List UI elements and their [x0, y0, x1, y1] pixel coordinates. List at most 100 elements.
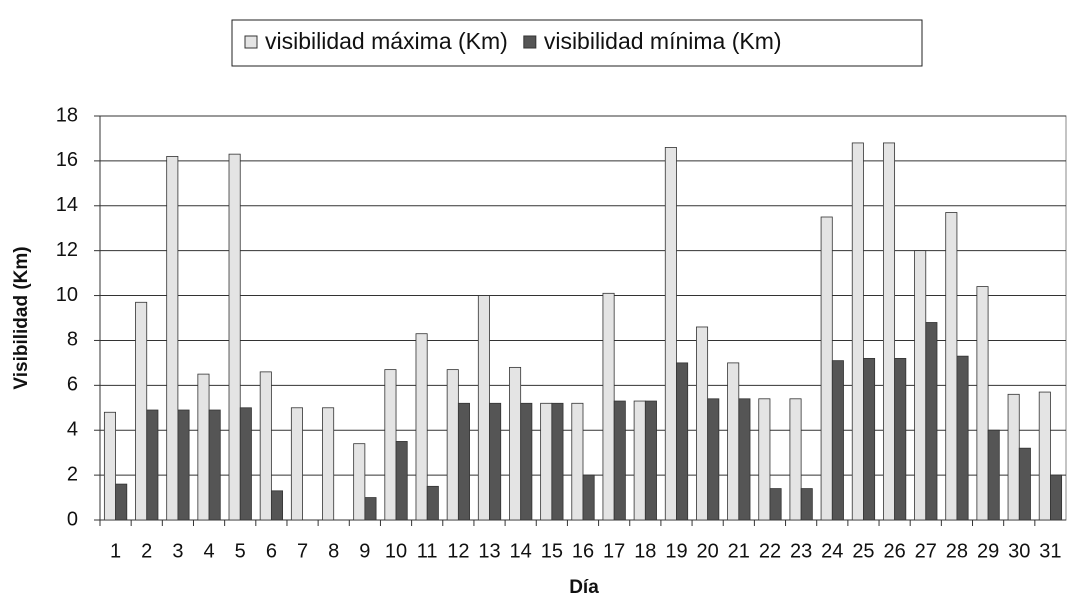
bar [1050, 474, 1063, 521]
y-tick-label: 14 [56, 194, 78, 216]
x-tick-label: 23 [790, 540, 812, 562]
bar [851, 142, 864, 521]
bar [987, 429, 1000, 521]
bar [664, 147, 677, 521]
bar [364, 497, 377, 521]
bar [239, 407, 252, 521]
bar [738, 398, 751, 521]
bar [446, 369, 459, 521]
x-tick-label: 27 [915, 540, 937, 562]
x-tick-label: 20 [697, 540, 719, 562]
x-tick-label: 31 [1039, 540, 1061, 562]
bar [633, 400, 646, 521]
x-tick-label: 8 [328, 540, 339, 562]
x-tick-label: 26 [883, 540, 905, 562]
bar [322, 407, 335, 521]
y-tick-label: 4 [67, 419, 78, 441]
bar [696, 326, 709, 521]
x-tick-label: 18 [634, 540, 656, 562]
x-tick-label: 10 [385, 540, 407, 562]
y-tick-label: 6 [67, 374, 78, 396]
y-tick-label: 2 [67, 463, 78, 485]
bar [945, 212, 958, 521]
bar [882, 142, 896, 521]
legend-label: visibilidad mínima (Km) [544, 28, 782, 54]
bar [925, 322, 938, 521]
x-tick-label: 11 [417, 540, 438, 562]
bar [1007, 393, 1020, 521]
bar [177, 409, 190, 521]
bar [613, 400, 626, 521]
bar [582, 474, 595, 521]
bar [115, 483, 128, 521]
y-tick-label: 8 [67, 329, 78, 351]
bar [820, 216, 833, 521]
x-tick-label: 22 [759, 540, 781, 562]
x-tick-label: 17 [603, 540, 625, 562]
legend-box [231, 19, 923, 67]
y-tick-label: 12 [56, 239, 78, 261]
bar [707, 398, 720, 521]
bar [457, 402, 470, 521]
bar [976, 286, 989, 521]
bar [489, 402, 502, 521]
x-tick-label: 25 [852, 540, 874, 562]
x-tick-label: 15 [541, 540, 563, 562]
x-tick-label: 1 [110, 540, 121, 562]
bar [353, 443, 366, 521]
x-tick-label: 24 [821, 540, 843, 562]
bar [146, 409, 159, 521]
bar [863, 357, 876, 521]
bar [290, 407, 303, 521]
bar [415, 333, 428, 521]
bar [676, 362, 689, 521]
y-tick-label: 16 [56, 149, 78, 171]
x-tick-label: 4 [204, 540, 215, 562]
legend-label: visibilidad máxima (Km) [265, 28, 508, 54]
x-tick-label: 28 [946, 540, 968, 562]
x-tick-label: 14 [510, 540, 532, 562]
bar [551, 402, 564, 521]
bar [477, 295, 490, 521]
bar [894, 357, 907, 521]
bar [800, 488, 813, 521]
bar [259, 371, 272, 521]
bar [1038, 391, 1051, 521]
bar [384, 369, 397, 521]
x-tick-label: 30 [1008, 540, 1030, 562]
x-tick-label: 5 [235, 540, 246, 562]
bar [602, 292, 615, 521]
bar [540, 402, 553, 521]
x-tick-label: 19 [665, 540, 687, 562]
bar [727, 362, 740, 521]
bar [197, 373, 210, 521]
bar [914, 250, 927, 521]
y-tick-label: 10 [56, 284, 78, 306]
y-tick-label: 0 [67, 508, 78, 530]
bar [644, 400, 657, 521]
bar [758, 398, 771, 521]
x-tick-label: 29 [977, 540, 999, 562]
bar [270, 490, 284, 521]
x-tick-label: 12 [447, 540, 469, 562]
bar [135, 301, 148, 521]
x-tick-label: 9 [359, 540, 370, 562]
bar [103, 411, 116, 521]
bar [509, 366, 522, 521]
bar [228, 153, 241, 521]
bar [1018, 447, 1031, 521]
bar [520, 402, 533, 521]
x-tick-label: 21 [728, 540, 750, 562]
bar [571, 402, 584, 521]
bar [166, 155, 179, 521]
bar [831, 360, 844, 521]
bar [426, 485, 439, 521]
x-tick-label: 6 [266, 540, 277, 562]
x-tick-label: 16 [572, 540, 594, 562]
legend-swatch [523, 35, 537, 49]
y-axis-label: Visibilidad (Km) [11, 246, 32, 389]
x-axis-label: Día [569, 577, 599, 597]
x-tick-label: 7 [297, 540, 308, 562]
bar [769, 488, 782, 521]
